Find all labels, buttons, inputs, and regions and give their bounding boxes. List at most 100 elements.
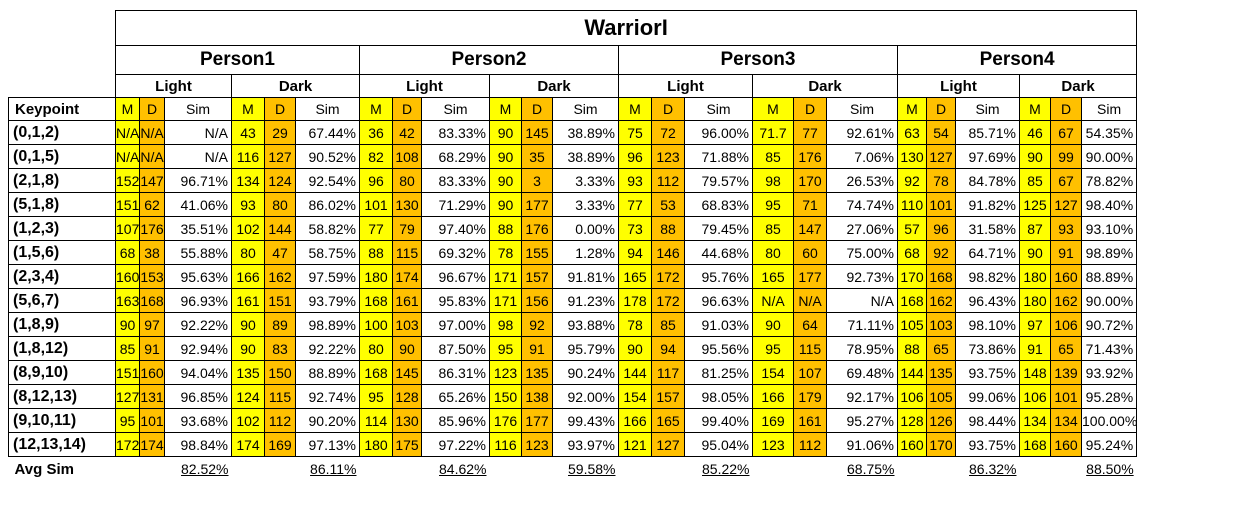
d-value-cell: 88	[651, 216, 685, 241]
sim-value-cell: 0.00%	[552, 216, 619, 241]
sim-value-cell: 73.86%	[955, 336, 1020, 361]
d-value-cell: 165	[651, 408, 685, 433]
d-value-cell: 161	[793, 408, 827, 433]
d-value-cell: 170	[793, 168, 827, 193]
table-row: (2,3,4) 160 153 95.63% 166 162 97.59% 180 174 96.…	[8, 264, 1138, 289]
d-value-cell: 79	[392, 216, 422, 241]
d-value-cell: 65	[1050, 336, 1082, 361]
d-value-cell: 53	[651, 192, 685, 217]
d-value-cell: 145	[392, 360, 422, 385]
person-header: Person2	[359, 45, 619, 75]
avg-sim-dark-value: 59.58%	[568, 461, 616, 477]
sim-value-cell: 92.61%	[826, 120, 898, 145]
d-value-cell: 101	[139, 408, 165, 433]
d-value-cell: 83	[264, 336, 296, 361]
m-value-cell: 90	[1019, 144, 1051, 169]
d-value-cell: 170	[926, 432, 956, 457]
sim-value-cell: 93.10%	[1080, 216, 1138, 241]
sim-value-cell: 100.00%	[1080, 408, 1138, 433]
m-value-cell: 148	[1019, 360, 1051, 385]
m-value-cell: 95	[752, 336, 794, 361]
dark-header: Dark	[231, 74, 360, 98]
m-value-cell: 88	[489, 216, 522, 241]
m-column-header: M	[897, 97, 927, 121]
m-value-cell: 95	[115, 408, 140, 433]
sim-value-cell: 96.93%	[164, 288, 232, 313]
person-header: Person3	[618, 45, 898, 75]
sim-value-cell: 98.10%	[955, 312, 1020, 337]
m-value-cell: 165	[618, 264, 652, 289]
d-value-cell: 103	[392, 312, 422, 337]
light-header: Light	[618, 74, 753, 98]
d-value-cell: 67	[1050, 168, 1082, 193]
m-value-cell: 105	[897, 312, 927, 337]
sim-value-cell: 88.89%	[1080, 264, 1138, 289]
sim-value-cell: 78.95%	[826, 336, 898, 361]
d-value-cell: 127	[926, 144, 956, 169]
d-value-cell: 92	[521, 312, 553, 337]
sim-value-cell: 93.79%	[295, 288, 360, 313]
d-value-cell: 179	[793, 384, 827, 409]
sim-value-cell: 90.24%	[552, 360, 619, 385]
sim-value-cell: 99.06%	[955, 384, 1020, 409]
m-value-cell: 168	[897, 288, 927, 313]
m-value-cell: 151	[115, 192, 140, 217]
d-value-cell: 144	[264, 216, 296, 241]
d-value-cell: 80	[392, 168, 422, 193]
d-value-cell: 177	[793, 264, 827, 289]
avg-sim-light-value: 85.22%	[702, 461, 750, 477]
sim-value-cell: 97.13%	[295, 432, 360, 457]
d-value-cell: 90	[392, 336, 422, 361]
m-value-cell: 150	[489, 384, 522, 409]
sim-value-cell: 78.82%	[1080, 168, 1138, 193]
sim-value-cell: 87.50%	[421, 336, 490, 361]
m-value-cell: 98	[489, 312, 522, 337]
d-value-cell: N/A	[793, 288, 827, 313]
m-value-cell: 161	[231, 288, 265, 313]
sim-value-cell: 83.33%	[421, 120, 490, 145]
sim-value-cell: 98.89%	[1080, 240, 1138, 265]
m-value-cell: 180	[359, 432, 393, 457]
sim-value-cell: 96.71%	[164, 168, 232, 193]
sim-value-cell: 98.82%	[955, 264, 1020, 289]
table-title: WarriorI	[114, 10, 1138, 46]
d-value-cell: 123	[651, 144, 685, 169]
keypoint-cell: (8,9,10)	[8, 360, 116, 385]
d-value-cell: 138	[521, 384, 553, 409]
d-value-cell: 67	[1050, 120, 1082, 145]
m-value-cell: 78	[489, 240, 522, 265]
table-row: (12,13,14) 172 174 98.84% 174 169 97.13% 180 175…	[8, 432, 1138, 457]
table-row: (5,6,7) 163 168 96.93% 161 151 93.79% 168 161 95.…	[8, 288, 1138, 313]
m-value-cell: 134	[1019, 408, 1051, 433]
m-value-cell: 123	[489, 360, 522, 385]
d-value-cell: 156	[521, 288, 553, 313]
sim-value-cell: 93.75%	[955, 360, 1020, 385]
keypoint-cell: (5,6,7)	[8, 288, 116, 313]
sim-value-cell: 95.79%	[552, 336, 619, 361]
sim-value-cell: 92.73%	[826, 264, 898, 289]
m-value-cell: 130	[897, 144, 927, 169]
sim-column-header: Sim	[421, 97, 490, 121]
d-value-cell: 91	[521, 336, 553, 361]
sim-value-cell: 95.27%	[826, 408, 898, 433]
m-value-cell: 166	[231, 264, 265, 289]
sim-column-header: Sim	[826, 97, 898, 121]
table-row: (8,9,10) 151 160 94.04% 135 150 88.89% 168 145 86…	[8, 360, 1138, 385]
m-column-header: M	[752, 97, 794, 121]
d-value-cell: 175	[392, 432, 422, 457]
sim-value-cell: 92.54%	[295, 168, 360, 193]
m-value-cell: 90	[1019, 240, 1051, 265]
m-value-cell: 90	[752, 312, 794, 337]
sim-value-cell: 98.89%	[295, 312, 360, 337]
m-value-cell: 180	[1019, 264, 1051, 289]
m-value-cell: 154	[618, 384, 652, 409]
avg-sim-row: Avg Sim 82.52% 86.11% 84.62% 59.58% 85.22% 68.…	[9, 457, 1137, 482]
sim-value-cell: 71.88%	[684, 144, 753, 169]
sim-value-cell: 54.35%	[1080, 120, 1138, 145]
m-value-cell: 151	[115, 360, 140, 385]
d-value-cell: 78	[926, 168, 956, 193]
sim-value-cell: 91.23%	[552, 288, 619, 313]
sim-value-cell: 38.89%	[552, 144, 619, 169]
sim-value-cell: N/A	[826, 288, 898, 313]
keypoint-header: Keypoint	[8, 97, 116, 121]
